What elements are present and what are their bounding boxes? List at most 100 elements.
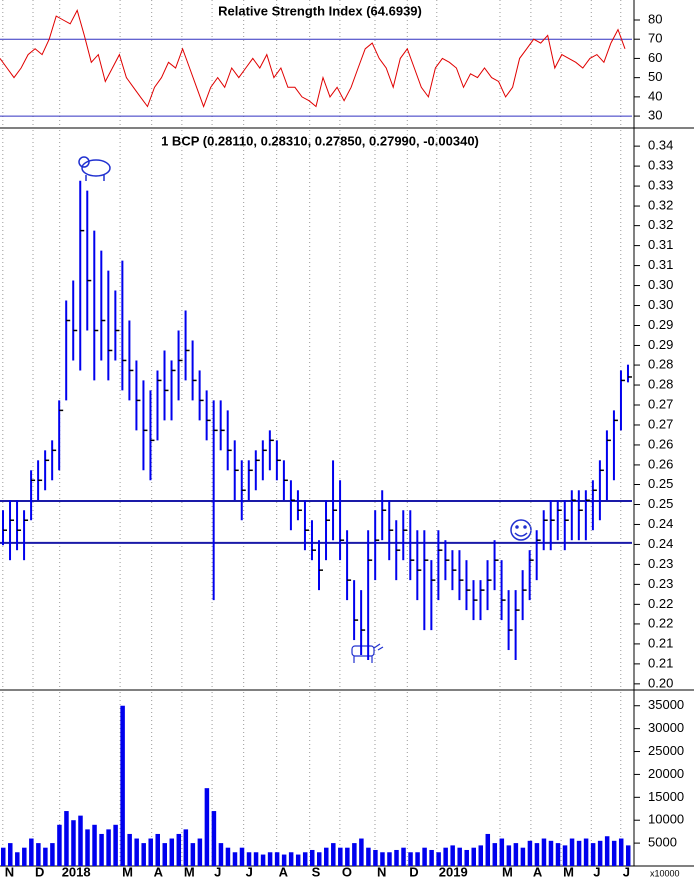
y-tick-label: 0.22 — [648, 596, 673, 611]
volume-bar — [569, 838, 575, 866]
y-tick-label: 0.33 — [648, 158, 673, 173]
volume-bar — [604, 836, 610, 866]
bear-icon — [78, 156, 111, 181]
volume-bar — [317, 852, 322, 866]
volume-bar — [288, 852, 294, 866]
volume-bar — [408, 852, 413, 866]
y-tick-label: 0.32 — [648, 217, 673, 232]
volume-bar — [99, 833, 104, 866]
volume-bar — [499, 838, 505, 866]
volume-bar — [548, 840, 554, 866]
volume-bar — [352, 843, 357, 866]
volume-bar — [218, 843, 224, 866]
volume-bar — [260, 854, 266, 866]
y-tick-label: 70 — [648, 31, 662, 46]
y-tick-label: 0.33 — [648, 178, 673, 193]
x-tick-label: A — [279, 864, 289, 879]
y-tick-label: 0.30 — [648, 297, 673, 312]
volume-bar — [366, 847, 371, 866]
y-tick-label: 0.20 — [648, 675, 673, 690]
y-tick-label: 40 — [648, 88, 662, 103]
volume-bar — [555, 843, 561, 866]
y-tick-label: 0.29 — [648, 337, 673, 352]
volume-bar — [71, 820, 76, 866]
volume-bar — [618, 838, 624, 866]
volume-bar — [1, 847, 6, 866]
y-tick-label: 0.34 — [648, 138, 673, 153]
y-tick-label: 0.30 — [648, 277, 673, 292]
volume-bar — [520, 847, 526, 866]
volume-bar — [148, 838, 153, 866]
y-tick-label: 0.27 — [648, 396, 673, 411]
y-tick-label: 0.24 — [648, 536, 673, 551]
x-tick-label: J — [593, 864, 600, 879]
volume-bar — [492, 843, 498, 866]
volume-bar — [57, 824, 62, 866]
y-tick-label: 0.27 — [648, 416, 673, 431]
rsi-line — [0, 9, 626, 108]
volume-bar — [562, 845, 568, 866]
y-tick-label: 0.23 — [648, 576, 673, 591]
volume-bar — [485, 833, 491, 866]
x-tick-label: M — [122, 864, 133, 879]
volume-bar — [190, 843, 196, 866]
volume-bar — [64, 811, 69, 866]
volume-bar — [471, 847, 476, 866]
x-tick-label: J — [214, 864, 221, 879]
x-tick-label: D — [409, 864, 418, 879]
volume-bar — [443, 847, 448, 866]
y-tick-label: 0.32 — [648, 197, 673, 212]
volume-bar — [338, 847, 343, 866]
volume-bar — [380, 852, 385, 866]
x-tick-label: S — [312, 864, 321, 879]
y-tick-label: 0.25 — [648, 496, 673, 511]
volume-bar — [204, 788, 210, 866]
y-tick-label: 0.28 — [648, 356, 673, 371]
volume-bar — [36, 843, 41, 866]
volume-bar — [197, 838, 203, 866]
y-tick-label: 0.23 — [648, 556, 673, 571]
volume-bar — [309, 849, 315, 866]
y-tick-label: 0.29 — [648, 317, 673, 332]
volume-bar — [394, 849, 399, 866]
volume-bar — [183, 829, 189, 866]
volume-bar — [8, 843, 13, 866]
volume-bar — [169, 838, 175, 866]
x-tick-label: M — [502, 864, 513, 879]
volume-bar — [457, 847, 462, 866]
volume-bar — [359, 838, 364, 866]
volume-bar — [345, 847, 350, 866]
y-tick-label: 50 — [648, 69, 662, 84]
volume-bar — [113, 824, 118, 866]
volume-bar — [478, 845, 484, 866]
unit-label: x10000 — [650, 868, 680, 878]
x-tick-label: J — [246, 864, 253, 879]
volume-bar — [239, 847, 245, 866]
volume-bar — [401, 847, 406, 866]
y-tick-label: 5000 — [648, 835, 677, 850]
y-tick-label: 80 — [648, 11, 662, 26]
volume-bar — [415, 852, 420, 866]
volume-bar — [225, 847, 231, 866]
volume-bar — [541, 838, 547, 866]
x-tick-label: N — [5, 864, 14, 879]
volume-bar — [429, 849, 434, 866]
volume-bar — [141, 843, 146, 866]
y-tick-label: 0.31 — [648, 257, 673, 272]
y-tick-label: 30 — [648, 108, 662, 123]
y-tick-label: 60 — [648, 50, 662, 65]
volume-bar — [331, 843, 336, 866]
volume-bar — [155, 833, 160, 866]
y-tick-label: 0.31 — [648, 237, 673, 252]
volume-bar — [246, 852, 252, 866]
y-tick-label: 35000 — [648, 697, 684, 712]
volume-bar — [464, 849, 469, 866]
volume-bar — [324, 847, 329, 866]
volume-bar — [50, 843, 55, 866]
volume-bar — [373, 849, 378, 866]
x-tick-label: N — [377, 864, 386, 879]
volume-bar — [127, 833, 132, 866]
volume-bar — [583, 838, 589, 866]
